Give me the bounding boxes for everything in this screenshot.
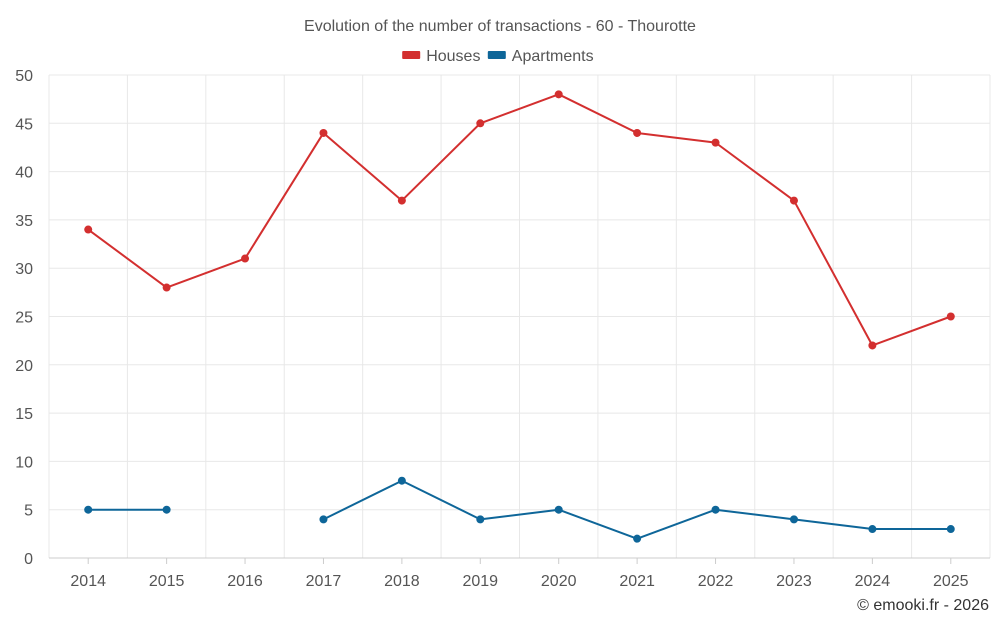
x-tick-label: 2020: [541, 573, 577, 590]
y-tick-label: 15: [15, 406, 33, 423]
data-point: [84, 225, 93, 234]
x-tick-label: 2022: [698, 573, 734, 590]
x-tick-label: 2014: [70, 573, 106, 590]
data-point: [633, 128, 642, 137]
y-tick-label: 30: [15, 261, 33, 278]
x-tick-label: 2025: [933, 573, 969, 590]
y-tick-label: 40: [15, 165, 33, 182]
x-tick-label: 2016: [227, 573, 263, 590]
y-tick-label: 25: [15, 310, 33, 327]
data-point: [84, 505, 93, 514]
data-point: [397, 196, 406, 205]
data-point: [554, 505, 563, 514]
data-point: [789, 515, 798, 524]
data-point: [554, 90, 563, 99]
x-tick-label: 2021: [619, 573, 655, 590]
y-tick-label: 10: [15, 454, 33, 471]
legend-item-houses: Houses: [402, 48, 480, 65]
legend-label: Apartments: [512, 48, 594, 65]
data-point: [319, 128, 328, 137]
series-houses: [84, 90, 955, 350]
legend-swatch: [402, 51, 421, 59]
x-tick-label: 2015: [149, 573, 185, 590]
y-tick-label: 5: [24, 503, 33, 520]
legend-label: Houses: [426, 48, 480, 65]
legend: Houses Apartments: [402, 48, 594, 65]
y-tick-label: 50: [15, 68, 33, 85]
y-tick-label: 35: [15, 213, 33, 230]
y-tick-label: 20: [15, 358, 33, 375]
data-point: [319, 515, 328, 524]
data-point: [162, 283, 171, 292]
data-point: [946, 525, 955, 534]
data-point: [633, 534, 642, 543]
legend-item-apartments: Apartments: [487, 48, 594, 65]
series-layer: [84, 90, 955, 543]
chart-title: Evolution of the number of transactions …: [304, 18, 696, 35]
data-point: [476, 515, 485, 524]
series-apartments: [84, 476, 955, 543]
x-tick-label: 2018: [384, 573, 420, 590]
legend-swatch: [487, 51, 506, 59]
data-point: [711, 138, 720, 147]
data-point: [868, 525, 877, 534]
series-line: [87, 93, 952, 347]
data-point: [868, 341, 877, 350]
x-tick-label: 2024: [855, 573, 891, 590]
x-tick-label: 2019: [462, 573, 498, 590]
x-tick-label: 2023: [776, 573, 812, 590]
credit-text: © emooki.fr - 2026: [857, 597, 989, 614]
x-tick-label: 2017: [306, 573, 342, 590]
grid: [48, 74, 991, 558]
data-point: [397, 476, 406, 485]
data-point: [789, 196, 798, 205]
data-point: [476, 119, 485, 128]
y-tick-label: 45: [15, 116, 33, 133]
data-point: [711, 505, 720, 514]
data-point: [162, 505, 171, 514]
data-point: [946, 312, 955, 321]
data-point: [241, 254, 250, 263]
y-tick-label: 0: [24, 551, 33, 568]
